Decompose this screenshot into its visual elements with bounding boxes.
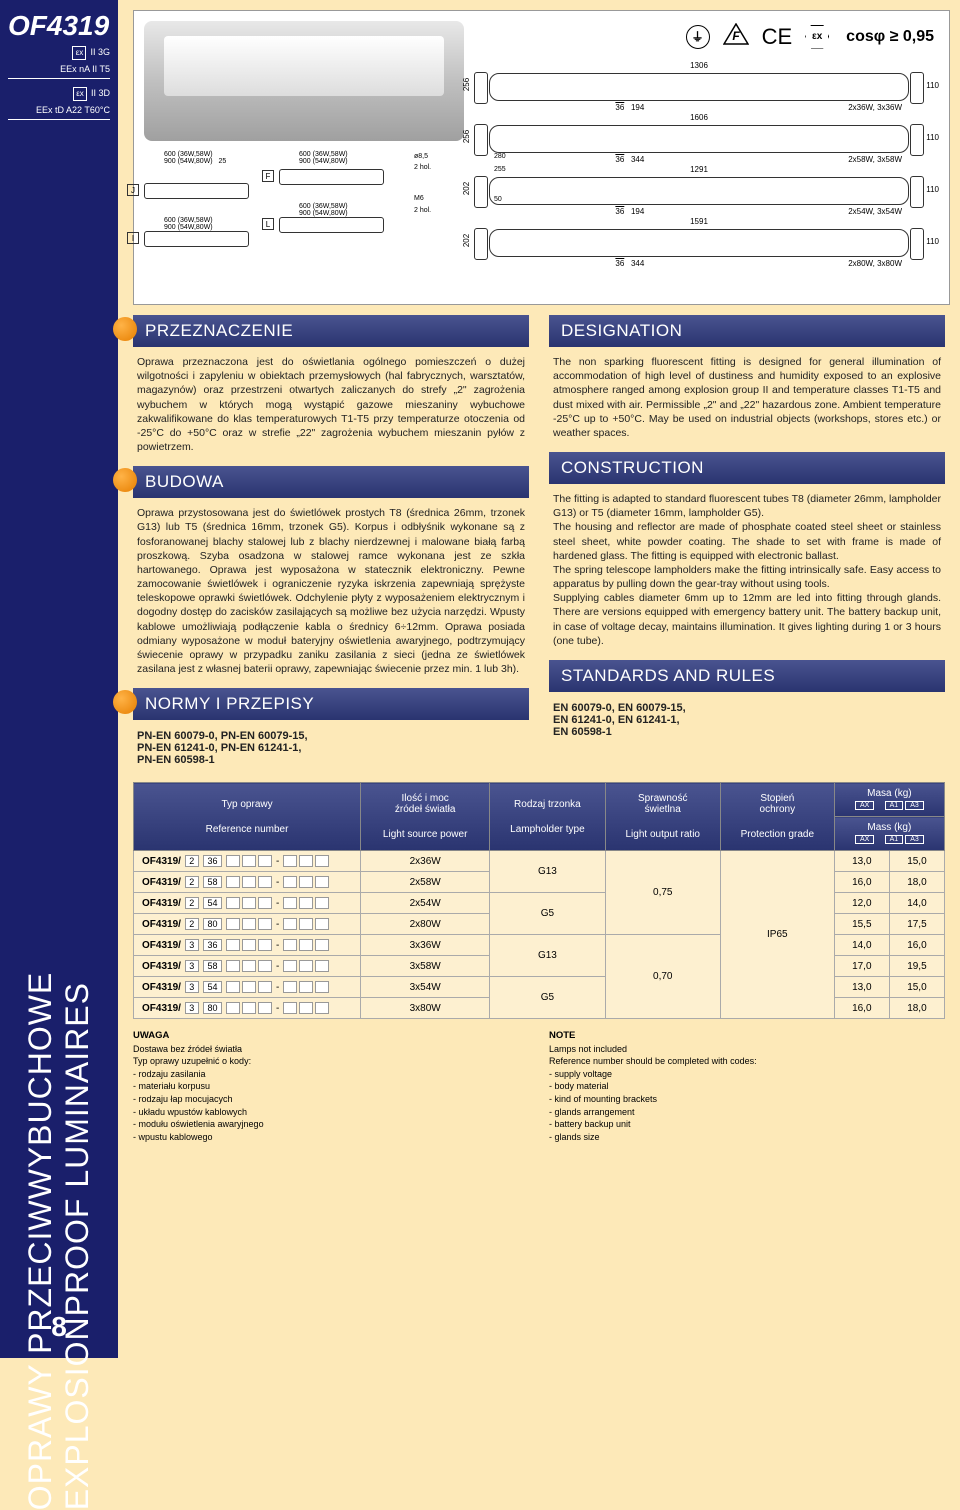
- ex-icon: εx: [73, 87, 87, 101]
- section-header-construction: CONSTRUCTION: [549, 452, 945, 484]
- section-header-budowa: BUDOWA: [133, 466, 529, 498]
- dimension-drawings-right: 1306 36 194 2x36W, 3x36W 256 110 1606 36…: [469, 59, 939, 289]
- section-body: Oprawa przystosowana jest do świetlówek …: [133, 506, 529, 688]
- cosphi-label: cosφ ≥ 0,95: [846, 28, 934, 45]
- section-header-przeznaczenie: PRZEZNACZENIE: [133, 315, 529, 347]
- section-header-standards: STANDARDS AND RULES: [549, 660, 945, 692]
- ce-mark: CE: [762, 24, 793, 50]
- section-header-normy: NORMY I PRZEPISY: [133, 688, 529, 720]
- svg-text:F: F: [732, 29, 740, 43]
- product-code: OF4319: [0, 0, 118, 44]
- sidebar: OF4319 εxII 3G EEx nA II T5 εxII 3D EEx …: [0, 0, 118, 1358]
- ex-hex-icon: εx: [805, 25, 829, 49]
- cert-1: εxII 3G: [0, 44, 118, 62]
- notes: UWAGADostawa bez źródeł światłaTyp opraw…: [133, 1029, 945, 1143]
- vertical-title: OPRAWY PRZECIWWYBUCHOWE EXPLOSIONPROOF L…: [22, 972, 96, 1510]
- table-row: OF4319/ 2 36 - 2x36WG130,75IP6513,015,0: [134, 851, 945, 872]
- page-number: 8: [0, 1311, 118, 1343]
- spec-table: Typ oprawyReference number Ilość i mocźr…: [133, 782, 945, 1019]
- section-body: Oprawa przeznaczona jest do oświetlania …: [133, 355, 529, 466]
- f-triangle-icon: F: [723, 23, 749, 50]
- dimension-drawings-left: 600 (36W,58W)900 (54W,80W) 25 J 600 (36W…: [144, 151, 524, 291]
- section-body: The fitting is adapted to standard fluor…: [549, 492, 945, 660]
- product-photo: [144, 21, 464, 141]
- main-content: ⏚ F CE εx cosφ ≥ 0,95 1306 36 194 2x36W,…: [118, 10, 960, 1153]
- cert-2b: EEx tD A22 T60°C: [0, 103, 118, 117]
- technical-diagram: ⏚ F CE εx cosφ ≥ 0,95 1306 36 194 2x36W,…: [133, 10, 950, 305]
- certification-symbols: ⏚ F CE εx cosφ ≥ 0,95: [682, 23, 934, 50]
- ex-icon: εx: [72, 46, 86, 60]
- cert-1b: EEx nA II T5: [0, 62, 118, 76]
- cert-2: εxII 3D: [0, 85, 118, 103]
- section-body: The non sparking fluorescent fitting is …: [549, 355, 945, 452]
- section-header-designation: DESIGNATION: [549, 315, 945, 347]
- ground-icon: ⏚: [686, 25, 710, 49]
- standards-list: EN 60079-0, EN 60079-15,EN 61241-0, EN 6…: [549, 700, 945, 748]
- standards-list: PN-EN 60079-0, PN-EN 60079-15,PN-EN 6124…: [133, 728, 529, 776]
